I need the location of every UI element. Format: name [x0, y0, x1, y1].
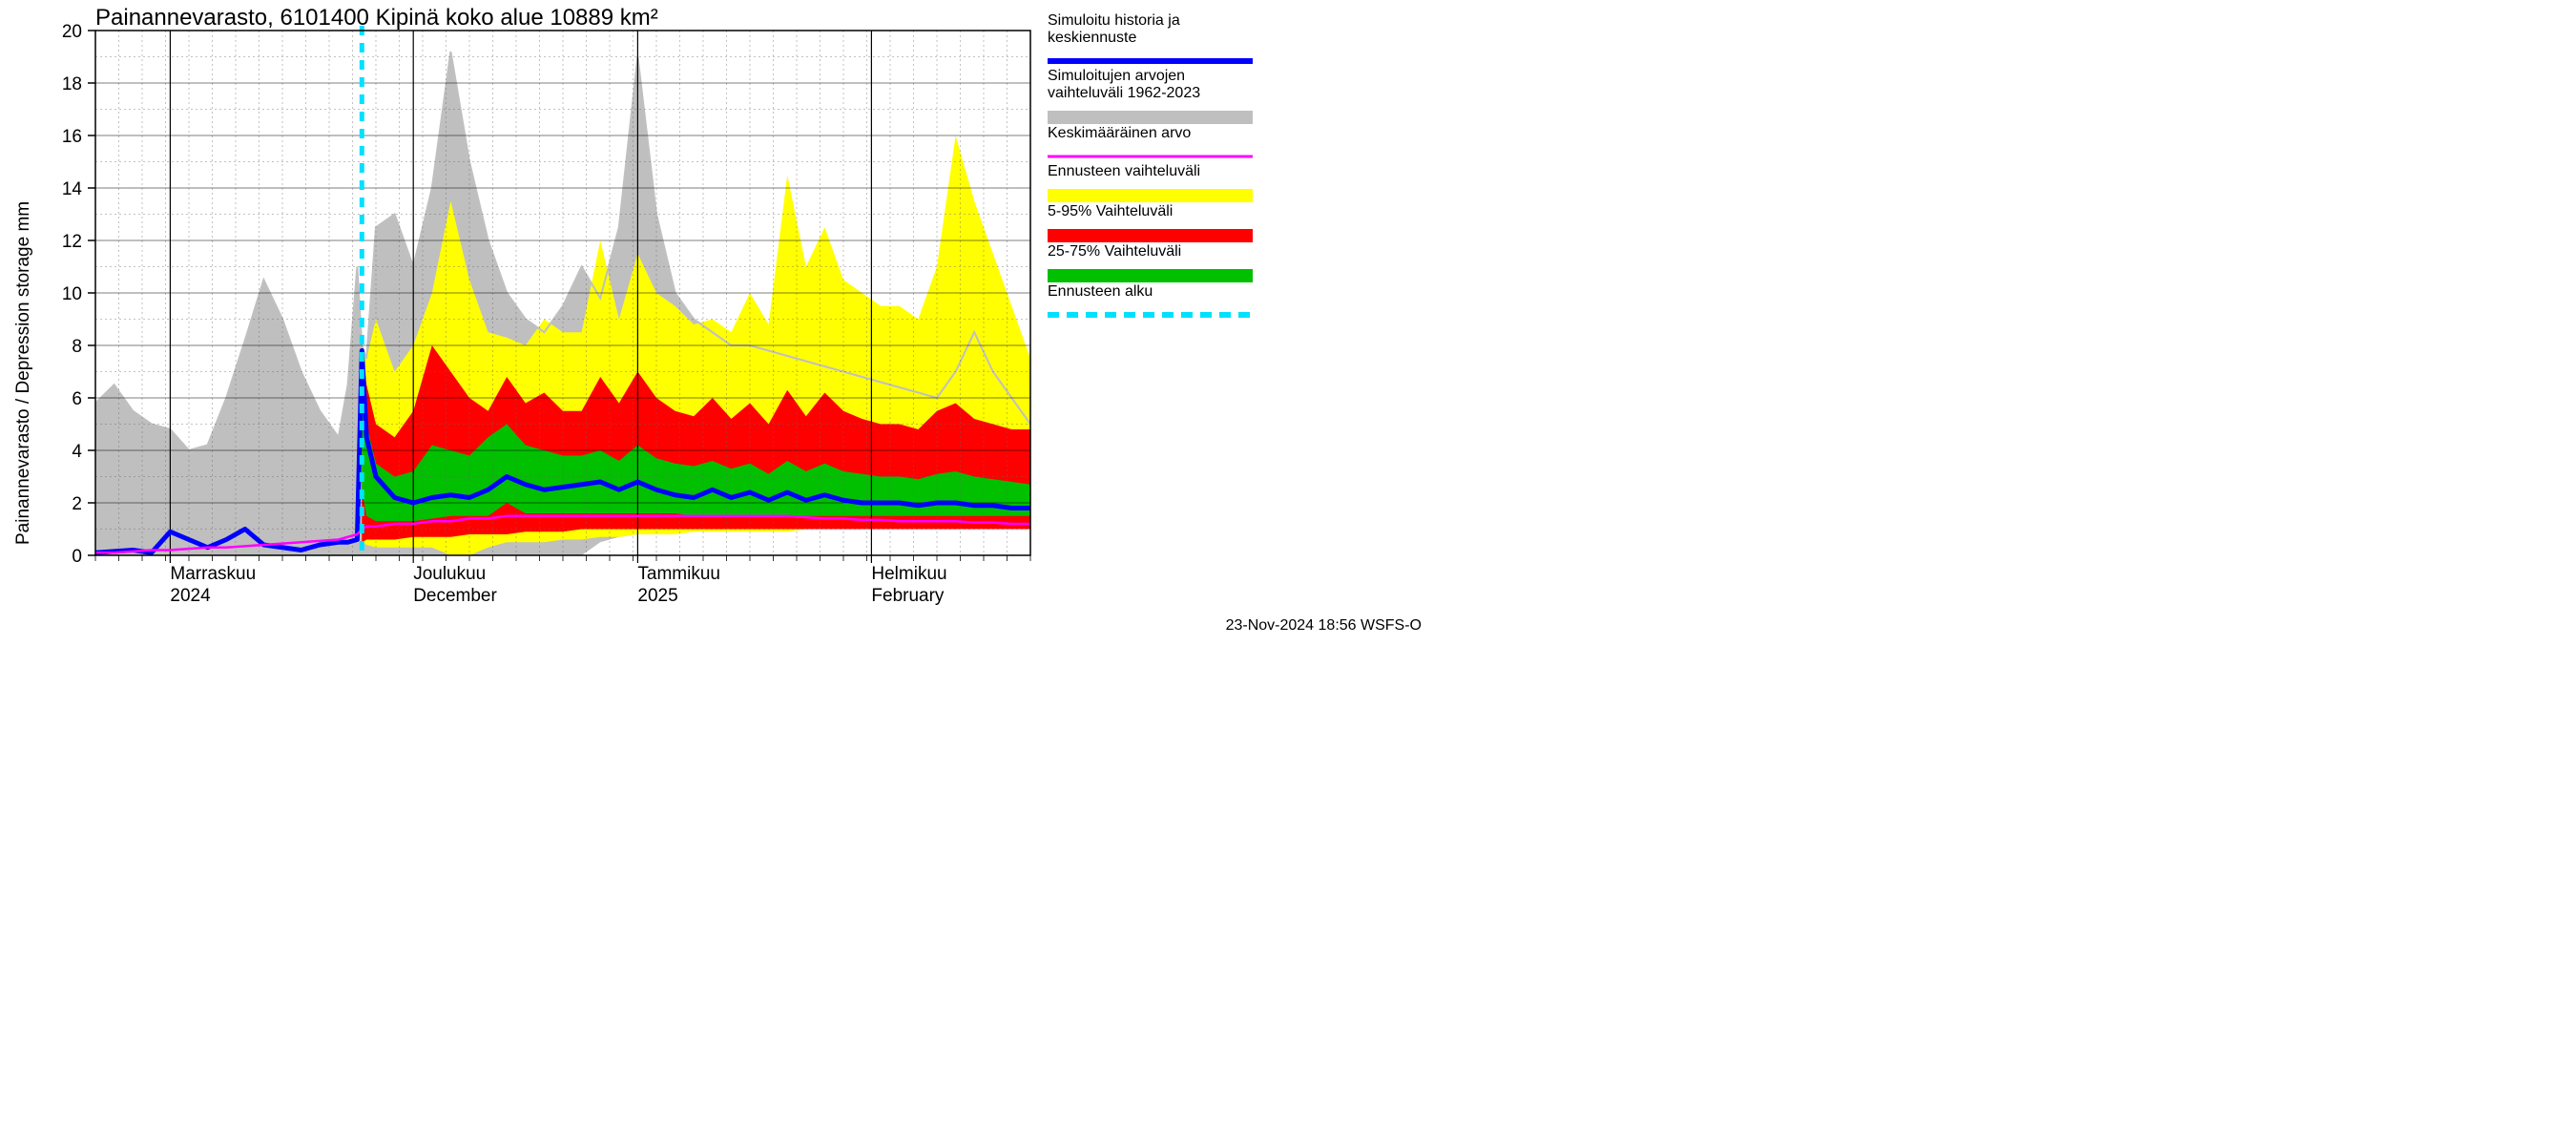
legend-label: Keskimääräinen arvo [1048, 125, 1191, 141]
legend-label: Simuloitu historia ja [1048, 12, 1180, 29]
legend-label: Ennusteen vaihteluväli [1048, 163, 1200, 179]
legend-label: 5-95% Vaihteluväli [1048, 203, 1173, 219]
y-tick-label: 4 [72, 442, 82, 462]
x-month-label-top: Marraskuu [170, 564, 256, 584]
legend-swatch [1048, 269, 1253, 282]
legend-label: Ennusteen alku [1048, 283, 1153, 300]
x-month-label-bottom: February [871, 586, 945, 606]
chart-title: Painannevarasto, 6101400 Kipinä koko alu… [95, 5, 658, 31]
legend-label: 25-75% Vaihteluväli [1048, 243, 1181, 260]
y-tick-label: 6 [72, 389, 82, 409]
y-tick-label: 10 [62, 284, 82, 304]
y-tick-label: 0 [72, 547, 82, 567]
legend-swatch [1048, 189, 1253, 202]
y-tick-label: 2 [72, 494, 82, 514]
y-tick-label: 12 [62, 232, 82, 252]
x-month-label-bottom: 2024 [170, 586, 211, 606]
legend-label: keskiennuste [1048, 30, 1136, 46]
legend-swatch [1048, 111, 1253, 124]
y-tick-label: 14 [62, 179, 83, 199]
legend-label: Simuloitujen arvojen [1048, 68, 1185, 84]
y-tick-label: 8 [72, 337, 82, 357]
legend-label: vaihteluväli 1962-2023 [1048, 85, 1200, 101]
y-tick-label: 18 [62, 74, 82, 94]
x-month-label-top: Joulukuu [413, 564, 486, 584]
x-month-label-bottom: 2025 [637, 586, 677, 606]
y-tick-label: 16 [62, 127, 82, 147]
y-tick-label: 20 [62, 22, 82, 42]
x-month-label-top: Tammikuu [637, 564, 720, 584]
x-month-label-bottom: December [413, 586, 497, 606]
depression-storage-chart: 0 2 4 6 8 10 12 14 16 18 20 Marraskuu2024 JoulukuuDe… [0, 0, 1431, 636]
y-axis-label: Painannevarasto / Depression storage mm [13, 201, 33, 545]
chart-footer: 23-Nov-2024 18:56 WSFS-O [1226, 617, 1422, 634]
x-month-label-top: Helmikuu [871, 564, 946, 584]
legend-swatch [1048, 229, 1253, 242]
